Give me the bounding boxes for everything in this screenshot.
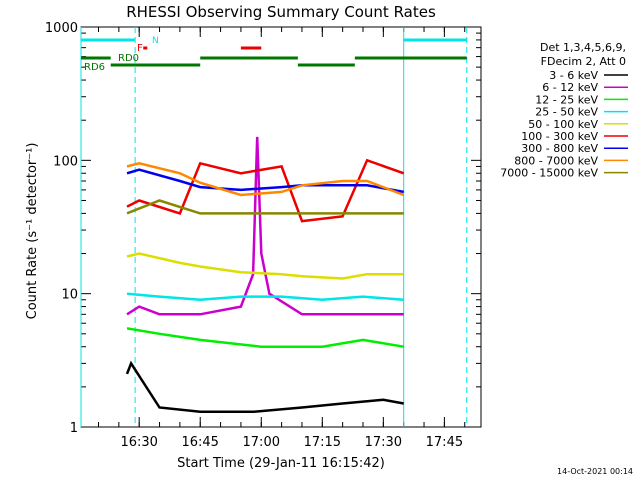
series-line-8 <box>126 162 405 197</box>
series-line-2 <box>126 136 404 316</box>
x-tick-label: 17:30 <box>365 435 402 450</box>
chart-title: RHESSI Observing Summary Count Rates <box>126 3 436 21</box>
legend-header-line-1: Det 1,3,4,5,6,9, <box>540 41 626 54</box>
legend-entry-label: 3 - 6 keV <box>549 69 598 82</box>
state-label-f: F <box>137 43 143 54</box>
footer-date: 14-Oct-2021 00:14 <box>557 467 633 476</box>
legend-entry-label: 800 - 7000 keV <box>514 154 598 167</box>
state-label-rd0: RD0 <box>118 53 139 64</box>
state-label-n: N <box>152 36 159 46</box>
legend-entry-label: 25 - 50 keV <box>535 106 598 119</box>
series-line-7 <box>126 168 404 194</box>
x-tick-label: 17:00 <box>243 435 280 450</box>
series-line-3 <box>126 327 404 348</box>
legend: Det 1,3,4,5,6,9,FDecim 2, Att 03 - 6 keV… <box>500 41 628 180</box>
x-axis-label: Start Time (29-Jan-11 16:15:42) <box>177 456 385 471</box>
legend-entry-label: 300 - 800 keV <box>521 142 598 155</box>
y-tick-label: 1 <box>70 421 78 436</box>
y-tick-label: 10 <box>61 288 78 303</box>
legend-header-line-2: FDecim 2, Att 0 <box>541 55 626 68</box>
legend-entry-label: 7000 - 15000 keV <box>500 167 598 180</box>
series-line-9 <box>126 199 404 215</box>
plot-axes: 1 10 100 1000 16:30 16:45 17:00 17:15 17:30 17:45 <box>45 21 482 450</box>
legend-entry-label: 6 - 12 keV <box>542 81 598 94</box>
y-axis-label: Count Rate (s⁻¹ detector⁻¹) <box>25 143 40 320</box>
series-line-6 <box>126 158 405 223</box>
series-line-1 <box>125 360 404 414</box>
x-tick-label: 16:45 <box>181 435 218 450</box>
legend-entry-label: 100 - 300 keV <box>521 130 598 143</box>
x-tick-label: 16:30 <box>120 435 157 450</box>
series-line-5 <box>126 252 404 280</box>
legend-entry-label: 50 - 100 keV <box>528 118 598 131</box>
x-tick-label: 17:45 <box>426 435 463 450</box>
plot-frame <box>80 26 482 428</box>
series-lines <box>125 136 405 414</box>
state-label-rd6: RD6 <box>84 62 105 73</box>
legend-entry-label: 12 - 25 keV <box>535 93 598 106</box>
y-tick-label: 1000 <box>45 21 78 36</box>
x-tick-label: 17:15 <box>304 435 341 450</box>
y-tick-label: 100 <box>53 154 78 169</box>
series-line-4 <box>126 292 404 302</box>
